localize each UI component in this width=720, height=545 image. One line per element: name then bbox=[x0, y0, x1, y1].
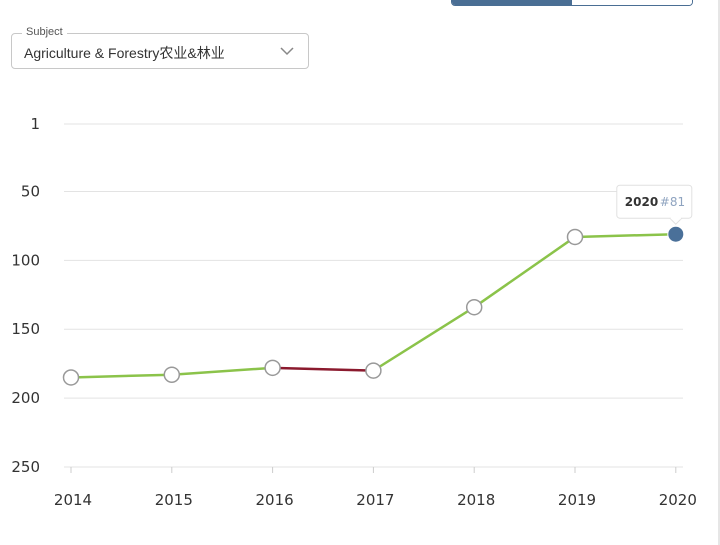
tooltip-rank: #81 bbox=[660, 195, 685, 209]
x-tick-label: 2018 bbox=[457, 491, 495, 509]
data-point bbox=[62, 369, 80, 386]
series-line-segment bbox=[573, 232, 678, 239]
series-line-segment bbox=[170, 366, 274, 376]
tooltip-pointer bbox=[669, 217, 683, 225]
x-tick-label: 2017 bbox=[356, 491, 394, 509]
x-tick-label: 2015 bbox=[155, 491, 193, 509]
x-tick-label: 2020 bbox=[659, 491, 697, 509]
view-toggle[interactable] bbox=[451, 0, 693, 6]
subject-select-value: Agriculture & Forestry农业&林业 bbox=[24, 45, 225, 61]
data-point bbox=[264, 359, 281, 377]
tooltip-year: 2020 bbox=[625, 195, 658, 209]
y-tick-label: 150 bbox=[11, 320, 40, 338]
series-line-segment bbox=[372, 305, 476, 372]
data-point bbox=[566, 228, 584, 246]
subject-select-label: Subject bbox=[22, 26, 67, 38]
series-line-segment bbox=[472, 235, 577, 309]
tooltip: 2020 #81 bbox=[616, 184, 693, 225]
tooltip-pointer-mask bbox=[670, 217, 681, 220]
chevron-down-icon bbox=[280, 47, 294, 56]
data-point bbox=[465, 298, 483, 316]
tooltip-box bbox=[616, 184, 693, 219]
data-point bbox=[163, 366, 181, 383]
view-toggle-active[interactable] bbox=[452, 0, 572, 5]
data-point-highlighted bbox=[667, 225, 685, 243]
x-tick-label: 2014 bbox=[54, 491, 92, 509]
y-tick-label: 1 bbox=[30, 115, 40, 133]
panel-divider bbox=[718, 0, 720, 545]
series-line-segment bbox=[69, 373, 174, 379]
x-tick-label: 2019 bbox=[558, 491, 596, 509]
subject-select[interactable]: Subject Agriculture & Forestry农业&林业 bbox=[11, 26, 309, 69]
y-tick-label: 250 bbox=[11, 458, 40, 476]
y-tick-label: 100 bbox=[11, 251, 40, 269]
y-tick-label: 50 bbox=[21, 182, 40, 200]
x-tick-label: 2016 bbox=[256, 491, 294, 509]
series-line-segment bbox=[271, 366, 375, 372]
y-tick-label: 200 bbox=[11, 389, 40, 407]
data-point bbox=[365, 362, 382, 379]
view-toggle-inactive[interactable] bbox=[572, 0, 692, 5]
